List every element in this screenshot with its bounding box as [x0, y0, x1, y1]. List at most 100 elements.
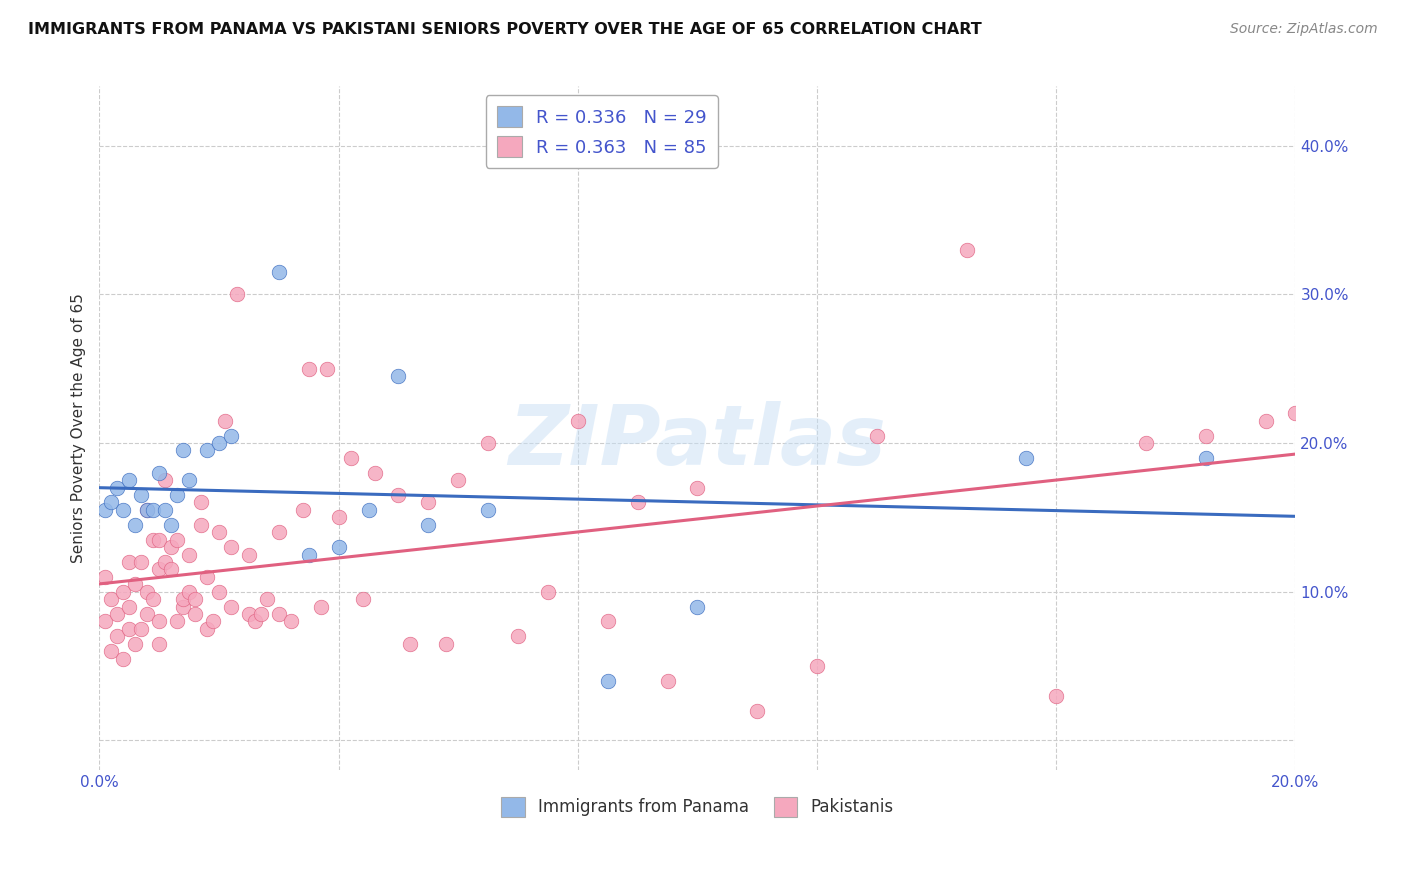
Point [172, 599, 194, 614]
Point [506, 629, 529, 643]
Point [112, 584, 135, 599]
Point [214, 414, 236, 428]
Point [1195, 450, 1218, 465]
Point [148, 562, 170, 576]
Point [112, 503, 135, 517]
Point [1254, 414, 1277, 428]
Text: Source: ZipAtlas.com: Source: ZipAtlas.com [1230, 22, 1378, 37]
Point [267, 525, 290, 540]
Point [129, 555, 152, 569]
Point [686, 481, 709, 495]
Point [129, 622, 152, 636]
Point [136, 607, 159, 621]
Point [1015, 450, 1038, 465]
Point [172, 443, 194, 458]
Point [747, 704, 769, 718]
Point [267, 265, 290, 279]
Point [160, 540, 183, 554]
Point [267, 607, 290, 621]
Point [148, 533, 170, 547]
Text: ZIPatlas: ZIPatlas [509, 401, 886, 483]
Point [226, 287, 249, 301]
Point [208, 436, 231, 450]
Point [160, 562, 183, 576]
Point [94, 503, 117, 517]
Point [596, 615, 619, 629]
Point [184, 607, 207, 621]
Point [195, 443, 218, 458]
Point [315, 361, 337, 376]
Point [657, 673, 679, 688]
Text: IMMIGRANTS FROM PANAMA VS PAKISTANI SENIORS POVERTY OVER THE AGE OF 65 CORRELATI: IMMIGRANTS FROM PANAMA VS PAKISTANI SENI… [28, 22, 981, 37]
Point [806, 659, 828, 673]
Point [129, 488, 152, 502]
Point [357, 503, 380, 517]
Point [148, 615, 170, 629]
Point [256, 592, 278, 607]
Point [179, 584, 201, 599]
Point [309, 599, 332, 614]
Point [219, 599, 242, 614]
Point [166, 615, 188, 629]
Point [124, 637, 146, 651]
Point [866, 428, 889, 442]
Point [291, 503, 314, 517]
Point [155, 473, 177, 487]
Point [160, 517, 183, 532]
Point [166, 533, 188, 547]
Point [434, 637, 457, 651]
Point [328, 510, 350, 524]
Point [686, 599, 709, 614]
Point [105, 629, 128, 643]
Point [195, 622, 218, 636]
Point [118, 599, 141, 614]
Point [124, 517, 146, 532]
Point [155, 503, 177, 517]
Y-axis label: Seniors Poverty Over the Age of 65: Seniors Poverty Over the Age of 65 [72, 293, 86, 563]
Point [280, 615, 302, 629]
Point [1045, 689, 1067, 703]
Point [387, 369, 409, 384]
Point [142, 592, 165, 607]
Legend: Immigrants from Panama, Pakistanis: Immigrants from Panama, Pakistanis [495, 790, 900, 823]
Point [136, 503, 159, 517]
Point [136, 503, 159, 517]
Point [1195, 428, 1218, 442]
Point [148, 637, 170, 651]
Point [179, 473, 201, 487]
Point [155, 555, 177, 569]
Point [118, 622, 141, 636]
Point [219, 428, 242, 442]
Point [219, 540, 242, 554]
Point [627, 495, 650, 509]
Point [124, 577, 146, 591]
Point [477, 503, 499, 517]
Point [352, 592, 374, 607]
Point [202, 615, 225, 629]
Point [94, 570, 117, 584]
Point [112, 651, 135, 665]
Point [100, 495, 122, 509]
Point [190, 517, 212, 532]
Point [105, 607, 128, 621]
Point [105, 481, 128, 495]
Point [166, 488, 188, 502]
Point [955, 243, 977, 257]
Point [339, 450, 361, 465]
Point [387, 488, 409, 502]
Point [100, 592, 122, 607]
Point [250, 607, 273, 621]
Point [363, 466, 385, 480]
Point [148, 466, 170, 480]
Point [399, 637, 422, 651]
Point [142, 503, 165, 517]
Point [100, 644, 122, 658]
Point [195, 570, 218, 584]
Point [243, 615, 266, 629]
Point [118, 473, 141, 487]
Point [1284, 406, 1306, 420]
Point [118, 555, 141, 569]
Point [179, 548, 201, 562]
Point [142, 533, 165, 547]
Point [208, 584, 231, 599]
